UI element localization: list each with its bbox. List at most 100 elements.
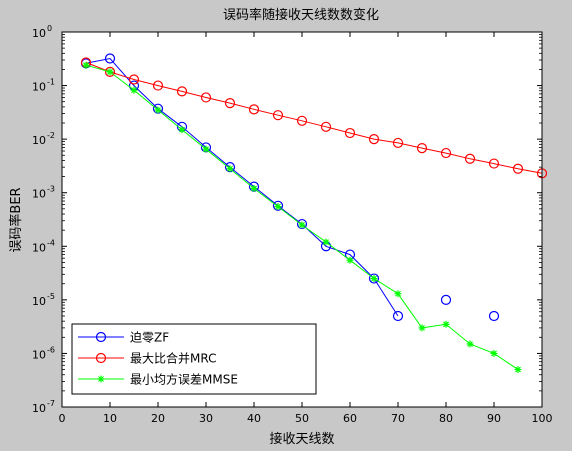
star-stroke — [491, 350, 497, 357]
data-point-zf — [296, 218, 308, 230]
data-point-mrc — [368, 134, 380, 145]
y-tick-label: 10 — [32, 241, 46, 254]
data-point-mrc — [488, 158, 500, 169]
star-stroke — [395, 290, 401, 297]
y-tick-label: 10 — [32, 81, 46, 94]
star-stroke — [203, 146, 209, 153]
data-point-zf — [392, 310, 404, 322]
x-tick-label: 30 — [199, 412, 213, 425]
data-point-mrc — [104, 66, 116, 77]
data-point-mrc — [464, 153, 476, 164]
star-stroke — [131, 87, 137, 94]
x-tick-label: 20 — [151, 412, 165, 425]
y-tick-exponent: -7 — [47, 399, 55, 408]
data-point-mrc — [416, 143, 428, 154]
data-point-mmse — [274, 203, 282, 211]
series-mrc — [80, 57, 548, 179]
star-stroke — [347, 257, 353, 264]
y-axis-label: 误码率BER — [8, 187, 24, 252]
data-point-mrc — [152, 80, 164, 91]
data-point-mrc — [512, 163, 524, 174]
data-point-mmse — [370, 275, 378, 283]
data-point-mrc — [200, 92, 212, 103]
data-point-mrc — [248, 104, 260, 115]
data-point-mmse — [130, 86, 138, 94]
star-stroke — [98, 376, 104, 382]
chart-title: 误码率随接收天线数数变化 — [223, 7, 379, 23]
data-point-mmse — [178, 126, 186, 134]
legend-box — [71, 323, 317, 395]
data-point-mmse — [514, 366, 522, 374]
star-stroke — [107, 68, 113, 75]
data-point-mrc — [272, 110, 284, 121]
x-axis-label: 接收天线数 — [269, 431, 334, 447]
star-stroke — [83, 62, 89, 69]
data-point-mrc — [128, 74, 140, 85]
data-point-mrc — [320, 121, 332, 132]
data-point-mmse — [202, 145, 210, 153]
data-point-mmse — [346, 256, 354, 264]
data-point-mrc — [296, 115, 308, 126]
legend-marker-mmse — [97, 375, 105, 383]
star-stroke — [515, 366, 521, 373]
x-tick-label: 100 — [532, 412, 553, 425]
data-point-zf — [272, 200, 284, 211]
data-point-zf — [104, 53, 116, 64]
legend-label-mrc: 最大比合并MRC — [130, 351, 216, 366]
y-tick-exponent: -3 — [47, 185, 55, 194]
legend: 迫零ZF 最大比合并MRC 最小均方误差MMSE — [71, 323, 317, 395]
data-point-zf — [488, 310, 500, 322]
legend-marker-zf — [95, 331, 107, 343]
y-tick-exponent: 0 — [47, 24, 52, 33]
legend-marker-mrc — [95, 352, 107, 364]
y-tick-exponent: -6 — [47, 345, 55, 354]
y-tick-label: 10 — [32, 134, 46, 147]
y-tick-label: 10 — [32, 348, 46, 361]
legend-label-zf: 迫零ZF — [130, 331, 169, 345]
star-stroke — [251, 185, 257, 192]
star-stroke — [299, 222, 305, 228]
star-stroke — [419, 324, 425, 331]
data-point-mmse — [226, 165, 234, 173]
x-tick-label: 60 — [343, 412, 357, 425]
star-stroke — [275, 203, 281, 210]
x-tick-label: 10 — [103, 412, 117, 425]
data-point-mrc — [224, 98, 236, 109]
x-tick-label: 70 — [391, 412, 405, 425]
data-point-mmse — [490, 349, 498, 357]
data-point-mmse — [466, 340, 474, 348]
y-tick-exponent: -1 — [47, 78, 55, 87]
star-stroke — [371, 275, 377, 282]
data-point-mrc — [392, 137, 404, 149]
x-tick-label: 50 — [295, 412, 309, 425]
data-point-zf — [368, 273, 380, 284]
star-stroke — [227, 165, 233, 172]
x-tick-label: 0 — [59, 412, 66, 425]
y-tick-exponent: -5 — [47, 292, 55, 301]
y-tick-label: 10 — [32, 188, 46, 201]
y-tick-label: 10 — [32, 27, 46, 40]
y-tick-label: 10 — [32, 295, 46, 308]
x-tick-label: 40 — [247, 412, 261, 425]
series-mmse — [82, 61, 522, 374]
series-layer — [80, 53, 548, 374]
data-point-mmse — [418, 324, 426, 332]
data-point-mmse — [154, 106, 162, 114]
data-point-mmse — [394, 290, 402, 298]
x-tick-label: 90 — [487, 412, 501, 425]
star-stroke — [155, 107, 161, 113]
data-point-mmse — [298, 221, 306, 229]
y-tick-exponent: -4 — [47, 238, 55, 247]
data-point-mmse — [250, 184, 258, 192]
data-point-mmse — [106, 68, 114, 76]
data-point-mmse — [322, 238, 330, 246]
data-point-mrc — [344, 127, 356, 139]
data-point-mmse — [442, 320, 450, 328]
x-tick-label: 80 — [439, 412, 453, 425]
data-point-mrc — [440, 147, 452, 159]
star-stroke — [323, 239, 329, 245]
star-stroke — [467, 341, 473, 347]
data-point-zf — [440, 294, 452, 305]
